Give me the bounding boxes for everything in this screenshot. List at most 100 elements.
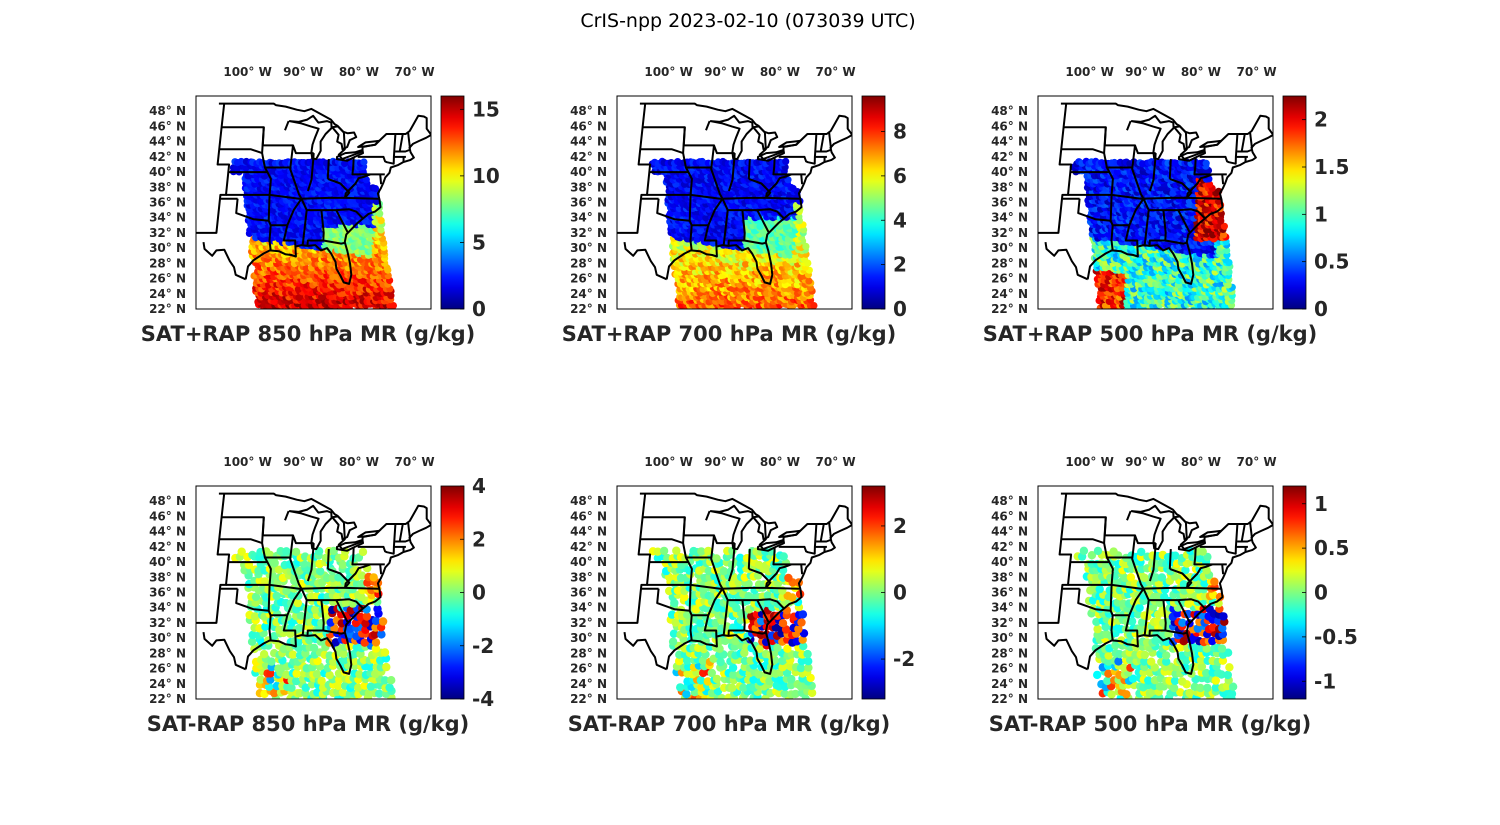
lat-tick-label: 22° N: [570, 692, 607, 706]
lon-tick-label: 90° W: [1125, 455, 1165, 469]
lat-tick-label: 36° N: [570, 196, 607, 210]
colorbar-tick-label: 0.5: [1314, 536, 1349, 560]
map-boundaries: [196, 492, 431, 675]
lon-tick-label: 90° W: [283, 65, 323, 79]
lat-tick-label: 26° N: [570, 662, 607, 676]
lat-tick-label: 40° N: [991, 165, 1028, 179]
lon-tick-label: 100° W: [223, 65, 271, 79]
lat-tick-label: 48° N: [991, 494, 1028, 508]
lat-tick-label: 28° N: [991, 646, 1028, 660]
panel-title: SAT-RAP 700 hPa MR (g/kg): [568, 712, 891, 736]
lat-tick-label: 34° N: [149, 601, 186, 615]
colorbar-tick-label: 1.5: [1314, 155, 1349, 179]
lat-tick-label: 38° N: [149, 180, 186, 194]
map-boundaries: [617, 492, 852, 675]
panel-title: SAT+RAP 700 hPa MR (g/kg): [562, 322, 896, 346]
lat-tick-label: 46° N: [149, 509, 186, 523]
lat-tick-label: 28° N: [149, 256, 186, 270]
map-frame: [1037, 95, 1274, 310]
lon-tick-label: 70° W: [1237, 65, 1277, 79]
lon-tick-label: 70° W: [816, 455, 856, 469]
lon-tick-label: 80° W: [1181, 65, 1221, 79]
lat-tick-label: 26° N: [149, 272, 186, 286]
colorbar-tick-label: 0: [1314, 297, 1328, 321]
colorbar-tick-label: 2: [893, 253, 907, 277]
lon-tick-label: 90° W: [704, 455, 744, 469]
lat-tick-label: 24° N: [149, 287, 186, 301]
lat-tick-label: 48° N: [570, 104, 607, 118]
lat-tick-label: 30° N: [570, 631, 607, 645]
lat-tick-label: 42° N: [149, 150, 186, 164]
lat-tick-label: 44° N: [149, 135, 186, 149]
lat-tick-label: 44° N: [149, 525, 186, 539]
colorbar-tick-label: 0: [472, 297, 486, 321]
lat-tick-label: 26° N: [991, 272, 1028, 286]
lat-tick-label: 30° N: [991, 631, 1028, 645]
lat-tick-label: 48° N: [149, 104, 186, 118]
lat-tick-label: 28° N: [991, 256, 1028, 270]
colorbar-tick-label: 15: [472, 97, 500, 121]
map-panel-sat-minus-rap-500: 100° W 90° W 80° W 70° W 48° N46° N 44° N42° …: [989, 455, 1358, 736]
lat-tick-label: 24° N: [149, 677, 186, 691]
map-frame: [616, 485, 853, 700]
colorbar-tick-label: 6: [893, 164, 907, 188]
lat-tick-label: 40° N: [149, 165, 186, 179]
colorbar: [440, 95, 465, 310]
colorbar-tick-label: 1: [1314, 202, 1328, 226]
lat-tick-label: 42° N: [991, 540, 1028, 554]
lat-tick-label: 46° N: [149, 119, 186, 133]
lat-tick-label: 40° N: [570, 165, 607, 179]
lat-tick-label: 36° N: [991, 196, 1028, 210]
lat-tick-label: 26° N: [149, 662, 186, 676]
colorbar-tick-label: 0.5: [1314, 250, 1349, 274]
lat-tick-label: 40° N: [570, 555, 607, 569]
lat-tick-label: 36° N: [570, 586, 607, 600]
lat-tick-label: 42° N: [570, 150, 607, 164]
lat-tick-label: 32° N: [570, 226, 607, 240]
lat-tick-label: 22° N: [991, 302, 1028, 316]
data-points: [648, 546, 817, 699]
lon-tick-label: 90° W: [1125, 65, 1165, 79]
lon-tick-label: 70° W: [816, 65, 856, 79]
lat-tick-label: 32° N: [570, 616, 607, 630]
map-frame: [195, 485, 432, 700]
colorbar-tick-label: -2: [472, 634, 494, 658]
map-frame: [616, 95, 853, 310]
lat-tick-label: 26° N: [570, 272, 607, 286]
colorbar-tick-label: 0: [472, 581, 486, 605]
lat-tick-label: 38° N: [570, 180, 607, 194]
lon-tick-label: 100° W: [1065, 455, 1113, 469]
lat-tick-label: 24° N: [570, 677, 607, 691]
lat-tick-label: 22° N: [570, 302, 607, 316]
map-panel-sat-plus-rap-700: 100° W 90° W 80° W 70° W 48° N46° N 44° N42° …: [562, 65, 907, 346]
lat-tick-label: 28° N: [570, 256, 607, 270]
colorbar-tick-label: 0: [893, 297, 907, 321]
lat-tick-label: 44° N: [570, 525, 607, 539]
colorbar-tick-label: -4: [472, 687, 494, 711]
lat-tick-label: 38° N: [991, 180, 1028, 194]
panel-grid: 100° W 90° W 80° W 70° W48° N46° N44° N42° …: [141, 65, 1358, 736]
colorbar-tick-label: 4: [472, 474, 486, 498]
lon-tick-label: 100° W: [223, 455, 271, 469]
colorbar-tick-label: 5: [472, 230, 486, 254]
map-boundaries: [196, 102, 431, 285]
panel-title: SAT+RAP 500 hPa MR (g/kg): [983, 322, 1317, 346]
lat-tick-label: 32° N: [991, 616, 1028, 630]
lat-tick-label: 46° N: [570, 509, 607, 523]
lat-tick-label: 42° N: [570, 540, 607, 554]
lat-tick-label: 30° N: [149, 241, 186, 255]
lat-tick-label: 34° N: [149, 211, 186, 225]
lat-tick-label: 30° N: [149, 631, 186, 645]
map-boundaries: [617, 102, 852, 285]
lat-tick-label: 22° N: [991, 692, 1028, 706]
lon-tick-label: 80° W: [760, 65, 800, 79]
map-panel-sat-minus-rap-700: 100° W 90° W 80° W 70° W 48° N46° N 44° N42° …: [568, 455, 915, 736]
lat-tick-label: 46° N: [991, 119, 1028, 133]
lon-tick-label: 70° W: [395, 65, 435, 79]
figure-title: CrIS-npp 2023-02-10 (073039 UTC): [580, 10, 915, 32]
colorbar: [861, 95, 886, 310]
lat-tick-label: 40° N: [991, 555, 1028, 569]
lat-tick-label: 42° N: [149, 540, 186, 554]
lat-tick-label: 36° N: [991, 586, 1028, 600]
lat-tick-label: 42° N: [991, 150, 1028, 164]
